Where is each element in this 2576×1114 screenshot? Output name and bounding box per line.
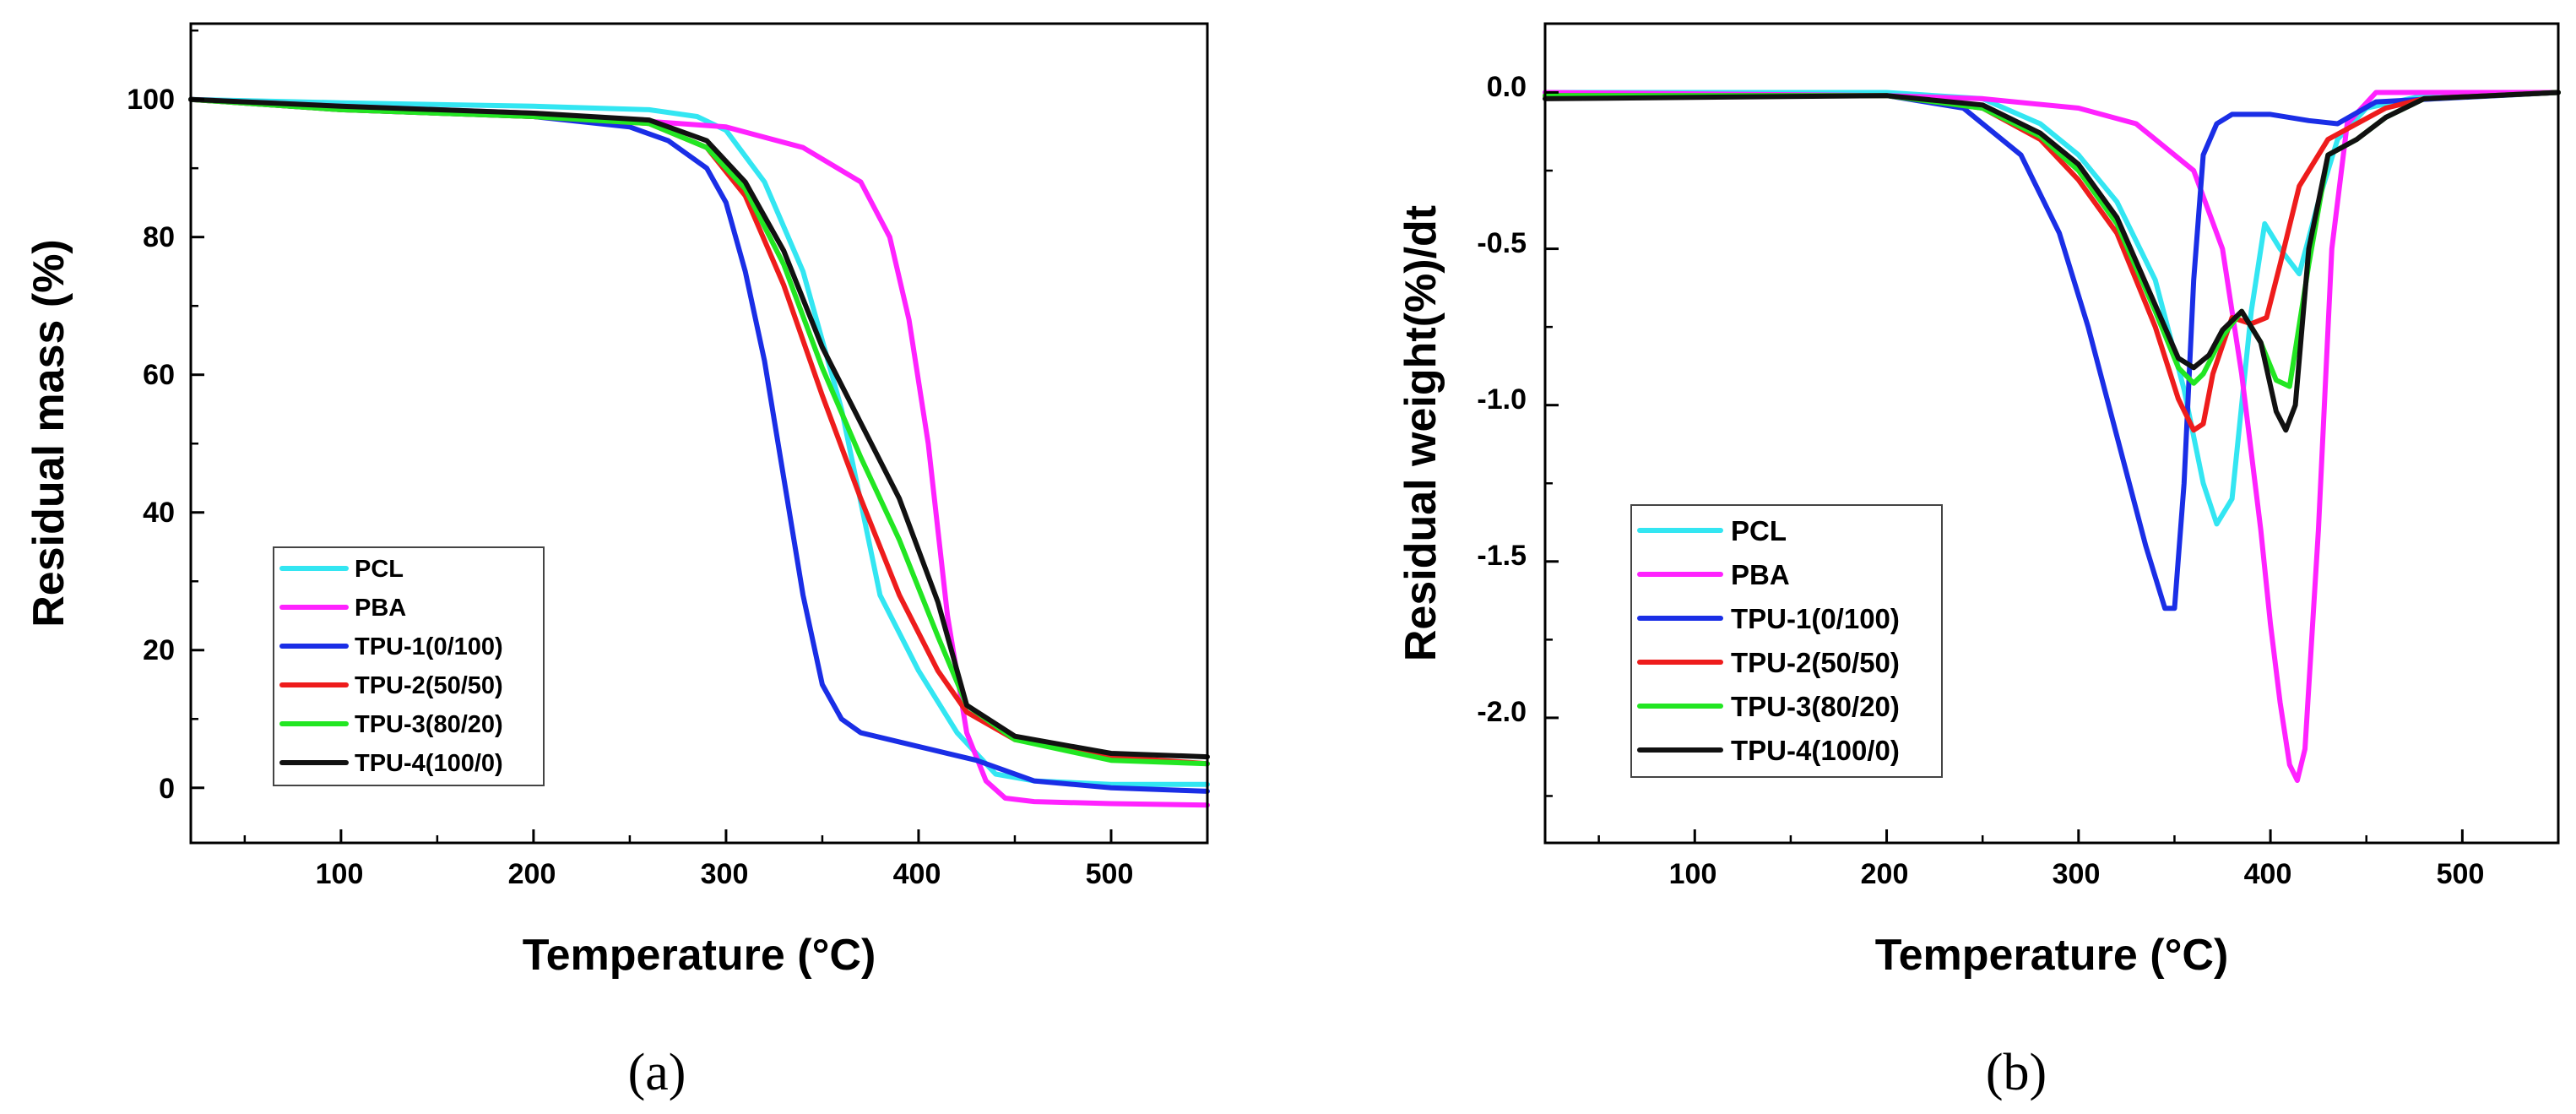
chart-a-ticks — [191, 29, 1113, 843]
chart-a-legend-label: TPU-2(50/50) — [355, 672, 503, 699]
chart-b-series-line — [1543, 90, 2561, 433]
chart-b-series-line — [1543, 90, 2561, 433]
chart-b-xtick-label: 300 — [2053, 858, 2101, 890]
chart-a-plot-frame — [189, 22, 1209, 845]
chart-a-ytick-label: 80 — [143, 221, 175, 253]
chart-a-legend: PCL PBA TPU-1(0/100) TPU-2(50/50) TPU-3(… — [273, 546, 545, 786]
chart-b-ytick-label: -2.0 — [1477, 696, 1527, 728]
chart-b-series-line — [1543, 90, 2561, 611]
chart-a-legend-label: PBA — [355, 595, 406, 622]
chart-a-ytick-label: 60 — [143, 359, 175, 391]
chart-b-legend-box — [1630, 504, 1943, 778]
chart-b-series-line — [1543, 90, 2561, 527]
chart-a-series-line — [188, 96, 1210, 794]
chart-a-xtick-label: 400 — [893, 858, 941, 890]
chart-a-xtick-label: 300 — [701, 858, 749, 890]
chart-a-xtick-label: 100 — [316, 858, 364, 890]
chart-a-ytick-label: 0 — [159, 773, 175, 805]
chart-b-plot-frame — [1543, 22, 2560, 845]
chart-b-legend-label: PBA — [1731, 559, 1790, 590]
chart-b-ytick-label: 0.0 — [1487, 71, 1527, 103]
chart-b-ytick-label: -0.5 — [1477, 227, 1527, 259]
chart-b-legend-label: TPU-2(50/50) — [1731, 647, 1900, 678]
chart-a-legend-label: TPU-3(80/20) — [355, 711, 503, 738]
chart-a-caption: (a) — [628, 1044, 686, 1101]
chart-b-series-line — [1543, 90, 2561, 389]
chart-b-xtick-label: 500 — [2437, 858, 2485, 890]
chart-b-xtick-label: 100 — [1669, 858, 1717, 890]
chart-b-legend-label: TPU-4(100/0) — [1731, 735, 1900, 766]
chart-a-ytick-label: 20 — [143, 634, 175, 666]
chart-a-ylabel: Residual mass (%) — [24, 239, 73, 628]
chart-a-legend-label: TPU-4(100/0) — [355, 750, 503, 777]
chart-b-xtick-label: 200 — [1861, 858, 1909, 890]
chart-b-legend-label: TPU-3(80/20) — [1731, 691, 1900, 722]
chart-a-legend-label: TPU-1(0/100) — [355, 633, 503, 660]
chart-a-ytick-label: 40 — [143, 497, 175, 529]
chart-a-legend-box — [273, 546, 545, 786]
chart-b-legend-label: PCL — [1731, 515, 1787, 546]
chart-b-xlabel: Temperature (°C) — [1875, 931, 2229, 980]
chart-b-series-line — [1543, 90, 2561, 783]
chart-a: 0 20 40 60 80 100 100 200 300 400 500 Te… — [24, 22, 1210, 1101]
chart-b-ytick-label: -1.0 — [1477, 383, 1527, 416]
chart-b-ytick-label: -1.5 — [1477, 540, 1527, 572]
chart-a-curves — [188, 96, 1210, 808]
chart-b-legend: PCL PBA TPU-1(0/100) TPU-2(50/50) TPU-3(… — [1630, 504, 1943, 778]
chart-a-xtick-label: 200 — [508, 858, 556, 890]
chart-a-series-line — [188, 96, 1210, 760]
chart-a-xtick-label: 500 — [1086, 858, 1134, 890]
chart-a-xlabel: Temperature (°C) — [523, 931, 876, 980]
chart-b-xtick-label: 400 — [2244, 858, 2292, 890]
chart-b-ylabel: Residual weight(%)/dt — [1396, 205, 1445, 661]
chart-b-caption: (b) — [1986, 1044, 2047, 1101]
chart-b: 0.0 -0.5 -1.0 -1.5 -2.0 100 200 300 400 … — [1396, 22, 2561, 1101]
chart-a-ytick-label: 100 — [127, 84, 175, 116]
chart-a-legend-label: PCL — [355, 556, 404, 583]
chart-b-ticks — [1545, 90, 2464, 843]
chart-b-curves — [1543, 90, 2561, 783]
chart-a-series-line — [188, 96, 1210, 787]
chart-b-legend-label: TPU-1(0/100) — [1731, 603, 1900, 634]
